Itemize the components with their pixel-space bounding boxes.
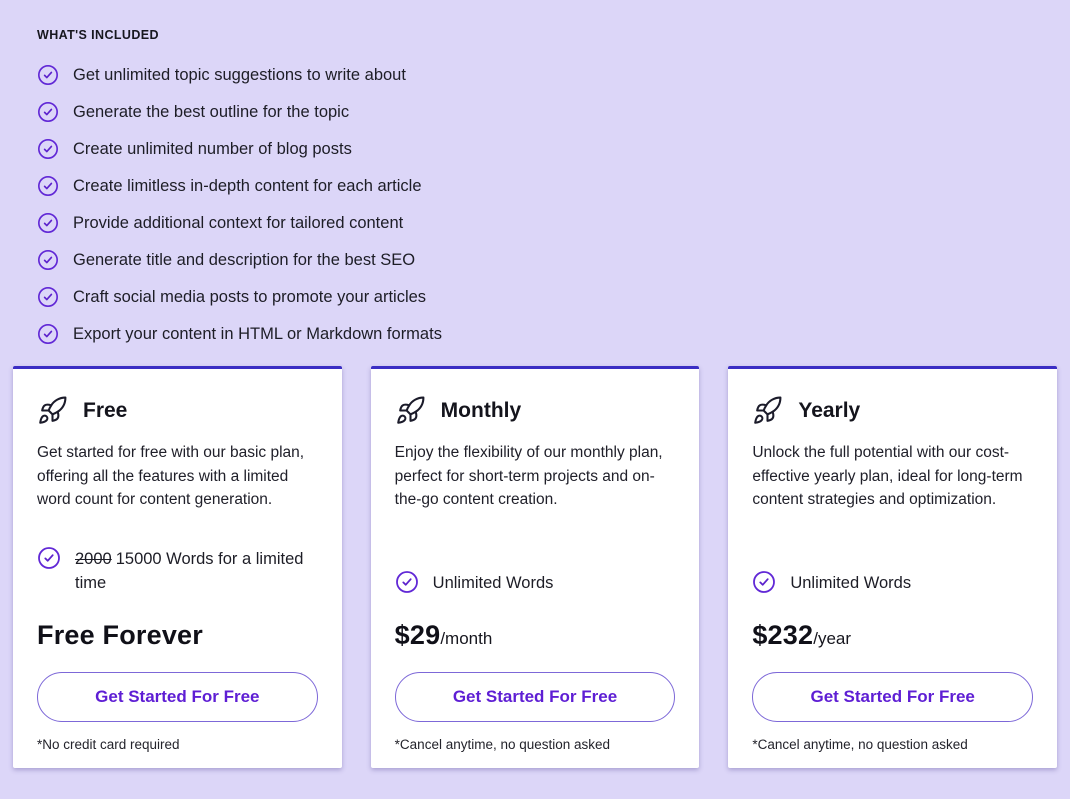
feature-label: Create unlimited number of blog posts xyxy=(73,139,352,158)
plan-feature-label: Unlimited Words xyxy=(790,572,911,596)
check-circle-icon xyxy=(395,570,419,594)
list-item: Create limitless in-depth content for ea… xyxy=(37,175,1070,197)
plan-feature-label: Unlimited Words xyxy=(433,572,554,596)
check-circle-icon xyxy=(37,101,59,123)
plan-footnote: *No credit card required xyxy=(37,737,180,752)
plan-feature: Unlimited Words xyxy=(752,572,1033,596)
whats-included-section: WHAT'S INCLUDED Get unlimited topic sugg… xyxy=(0,0,1070,345)
plan-price: $232 xyxy=(752,620,814,650)
price-row: $232/year xyxy=(752,620,1033,651)
list-item: Generate title and description for the b… xyxy=(37,249,1070,271)
old-word-count: 2000 xyxy=(75,550,112,568)
list-item: Create unlimited number of blog posts xyxy=(37,138,1070,160)
feature-label: Provide additional context for tailored … xyxy=(73,213,404,232)
list-item: Craft social media posts to promote your… xyxy=(37,286,1070,308)
card-header: Free xyxy=(37,395,318,426)
list-item: Generate the best outline for the topic xyxy=(37,101,1070,123)
check-circle-icon xyxy=(752,570,776,594)
plan-footnote: *Cancel anytime, no question asked xyxy=(394,737,611,752)
check-circle-icon xyxy=(37,546,61,570)
rocket-icon xyxy=(752,395,783,426)
plan-feature: 2000 15000 Words for a limited time xyxy=(37,548,318,595)
check-circle-icon xyxy=(37,323,59,345)
feature-label: Create limitless in-depth content for ea… xyxy=(73,176,422,195)
card-header: Yearly xyxy=(752,395,1033,426)
current-word-count: Unlimited Words xyxy=(790,573,912,592)
plan-feature-label: 2000 15000 Words for a limited time xyxy=(75,548,308,595)
list-item: Provide additional context for tailored … xyxy=(37,212,1070,234)
feature-label: Get unlimited topic suggestions to write… xyxy=(73,65,406,84)
list-item: Export your content in HTML or Markdown … xyxy=(37,323,1070,345)
check-circle-icon xyxy=(37,64,59,86)
pricing-card-free: Free Get started for free with our basic… xyxy=(13,366,342,768)
included-feature-list: Get unlimited topic suggestions to write… xyxy=(37,64,1070,345)
pricing-card-monthly: Monthly Enjoy the flexibility of our mon… xyxy=(370,366,700,768)
check-circle-icon xyxy=(37,286,59,308)
price-period: /year xyxy=(813,629,852,648)
plan-price: $29 xyxy=(394,620,441,650)
plan-price: Free Forever xyxy=(37,620,203,650)
card-header: Monthly xyxy=(395,395,676,426)
feature-label: Export your content in HTML or Markdown … xyxy=(73,324,442,343)
plan-title: Yearly xyxy=(798,398,861,422)
rocket-icon xyxy=(395,395,426,426)
check-circle-icon xyxy=(37,175,59,197)
plan-title: Monthly xyxy=(440,398,522,422)
feature-label: Generate title and description for the b… xyxy=(73,250,416,269)
rocket-icon xyxy=(37,395,68,426)
price-row: Free Forever xyxy=(37,620,318,651)
check-circle-icon xyxy=(37,138,59,160)
price-row: $29/month xyxy=(395,620,676,651)
plan-description: Enjoy the flexibility of our monthly pla… xyxy=(394,444,663,508)
plan-description: Get started for free with our basic plan… xyxy=(37,444,305,508)
current-word-count: Unlimited Words xyxy=(432,573,554,592)
current-word-count: 15000 Words for a limited time xyxy=(75,550,304,592)
plan-feature: Unlimited Words xyxy=(395,572,676,596)
check-circle-icon xyxy=(37,212,59,234)
list-item: Get unlimited topic suggestions to write… xyxy=(37,64,1070,86)
check-circle-icon xyxy=(37,249,59,271)
plan-description: Unlock the full potential with our cost-… xyxy=(752,444,1023,508)
price-period: /month xyxy=(440,629,493,648)
feature-label: Generate the best outline for the topic xyxy=(73,102,350,121)
feature-label: Craft social media posts to promote your… xyxy=(73,287,427,306)
get-started-button[interactable]: Get Started For Free xyxy=(752,672,1034,722)
pricing-cards-row: Free Get started for free with our basic… xyxy=(0,366,1070,768)
get-started-button[interactable]: Get Started For Free xyxy=(394,672,676,722)
plan-footnote: *Cancel anytime, no question asked xyxy=(752,737,968,752)
get-started-button[interactable]: Get Started For Free xyxy=(37,672,318,722)
pricing-card-yearly: Yearly Unlock the full potential with ou… xyxy=(728,366,1058,768)
whats-included-heading: WHAT'S INCLUDED xyxy=(37,28,159,42)
plan-title: Free xyxy=(83,398,128,422)
